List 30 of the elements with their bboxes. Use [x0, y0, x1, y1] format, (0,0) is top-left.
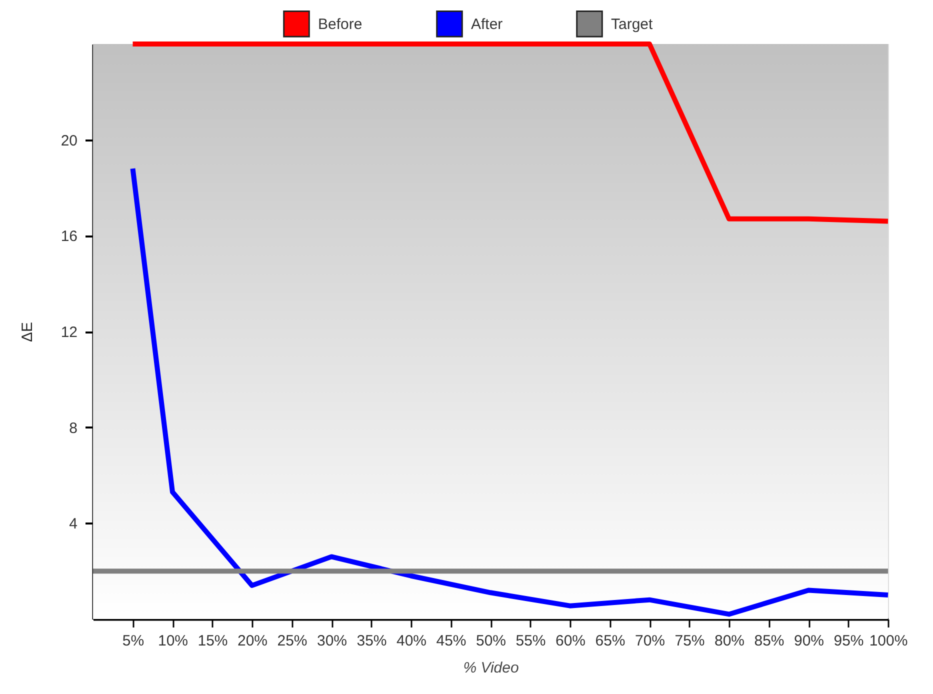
- x-tick-label: 65%: [595, 632, 626, 650]
- x-tick-label: 45%: [436, 632, 466, 650]
- x-tick-label: 40%: [396, 632, 427, 650]
- x-tick-label: 55%: [516, 632, 546, 650]
- y-axis-title: ΔE: [18, 322, 36, 342]
- legend-label: After: [471, 16, 503, 33]
- x-tick-label: 35%: [356, 632, 387, 650]
- y-tick-label: 4: [69, 516, 78, 533]
- x-tick-label: 20%: [237, 632, 268, 650]
- x-axis-title: % Video: [463, 660, 519, 676]
- x-tick-label: 85%: [754, 632, 784, 650]
- legend-label: Before: [318, 16, 362, 33]
- x-tick-label: 50%: [476, 632, 506, 650]
- legend-label: Target: [611, 16, 654, 33]
- x-tick-label: 70%: [634, 632, 666, 650]
- x-tick-label: 10%: [158, 632, 188, 650]
- y-tick-label: 12: [60, 324, 78, 341]
- x-tick-label: 60%: [555, 632, 586, 650]
- x-tick-label: 75%: [674, 632, 705, 650]
- y-tick-label: 16: [60, 228, 78, 246]
- x-tick-label: 15%: [198, 632, 228, 650]
- y-tick-label: 8: [69, 420, 78, 437]
- x-tick-label: 90%: [794, 632, 824, 650]
- x-tick-label: 25%: [277, 632, 308, 650]
- x-tick-label: 80%: [714, 632, 745, 650]
- x-tick-label: 95%: [834, 632, 864, 650]
- x-tick-label: 5%: [122, 632, 144, 650]
- y-tick-label: 20: [60, 132, 78, 150]
- x-tick-label: 100%: [869, 632, 908, 650]
- x-tick-label: 30%: [316, 632, 348, 650]
